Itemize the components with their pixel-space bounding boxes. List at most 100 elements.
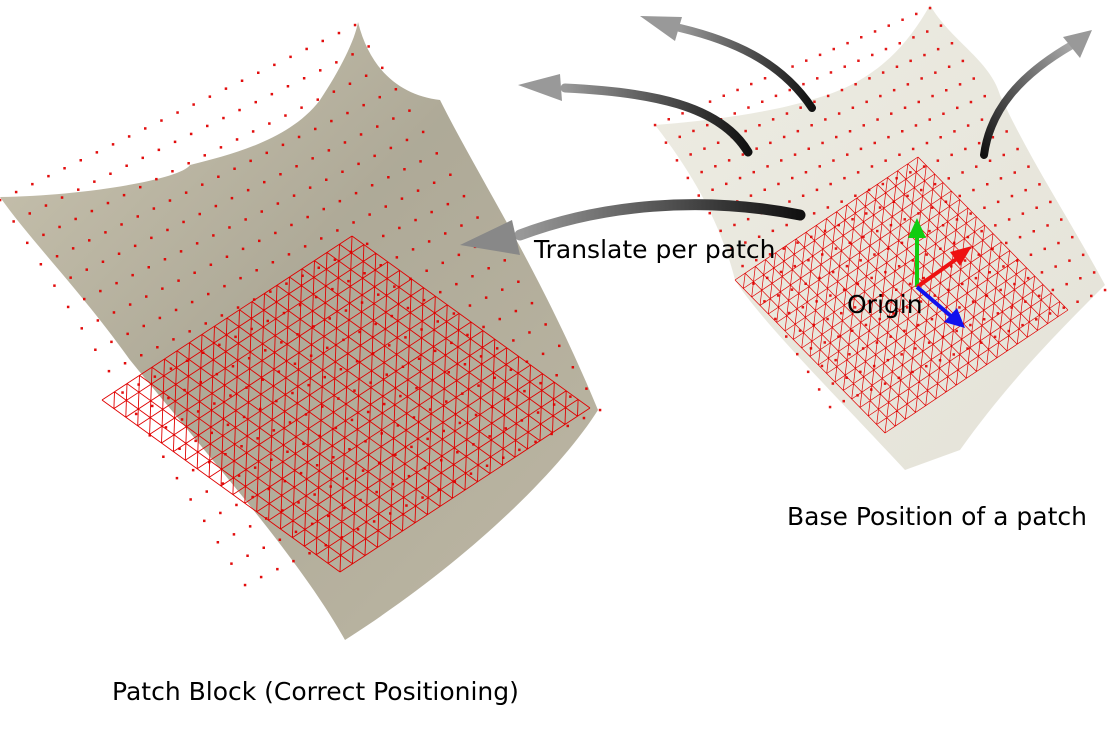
grid-point xyxy=(110,340,113,344)
grid-point xyxy=(856,171,860,174)
grid-point xyxy=(916,323,920,327)
grid-point xyxy=(796,241,799,244)
grid-point xyxy=(442,429,445,433)
grid-point xyxy=(898,153,901,156)
grid-point xyxy=(428,408,432,411)
grid-point xyxy=(890,112,893,115)
grid-point xyxy=(85,268,88,271)
grid-point xyxy=(183,388,186,392)
grid-point xyxy=(897,265,901,268)
grid-point xyxy=(324,544,327,547)
grid-point xyxy=(892,88,896,92)
grid-point xyxy=(1040,271,1044,274)
grid-point xyxy=(1060,218,1063,221)
grid-point xyxy=(395,256,399,259)
grid-point xyxy=(450,341,453,345)
grid-point xyxy=(286,450,289,453)
grid-point xyxy=(883,382,887,385)
grid-point xyxy=(1035,318,1038,321)
grid-point xyxy=(104,231,107,234)
grid-point xyxy=(351,53,354,56)
grid-point xyxy=(176,111,179,114)
grid-point xyxy=(503,259,506,262)
grid-point xyxy=(255,269,258,272)
grid-point xyxy=(203,519,206,523)
grid-point xyxy=(319,69,322,72)
grid-point xyxy=(774,94,778,98)
grid-point xyxy=(988,159,992,162)
grid-point xyxy=(766,276,769,280)
grid-point xyxy=(453,480,457,483)
grid-point xyxy=(878,206,882,209)
grid-point xyxy=(785,223,788,227)
grid-point xyxy=(598,408,602,412)
grid-point xyxy=(931,94,934,98)
grid-point xyxy=(746,217,750,221)
grid-point xyxy=(972,188,975,192)
grid-point xyxy=(1016,259,1019,262)
grid-point xyxy=(911,147,915,151)
grid-point xyxy=(1062,306,1065,309)
grid-point xyxy=(266,319,269,323)
grid-point xyxy=(286,85,290,88)
grid-point xyxy=(873,30,877,33)
grid-point xyxy=(550,432,553,436)
grid-point xyxy=(1024,188,1027,192)
grid-point xyxy=(928,229,931,233)
grid-point xyxy=(664,141,668,144)
grid-point xyxy=(250,327,253,331)
grid-point xyxy=(0,198,2,202)
grid-point xyxy=(966,235,970,239)
grid-point xyxy=(336,229,339,232)
grid-point xyxy=(421,496,424,499)
grid-point xyxy=(460,224,463,227)
grid-point xyxy=(365,242,369,246)
grid-point xyxy=(530,301,534,305)
grid-point xyxy=(818,165,821,168)
grid-point xyxy=(961,59,965,63)
grid-point xyxy=(272,429,276,432)
grid-point xyxy=(269,290,272,293)
grid-point xyxy=(323,375,326,379)
grid-point xyxy=(277,370,281,373)
grid-point xyxy=(55,255,59,258)
grid-point xyxy=(925,364,928,368)
grid-point xyxy=(840,200,843,203)
grid-point xyxy=(870,165,874,168)
grid-point xyxy=(316,98,319,101)
grid-point xyxy=(93,180,96,183)
grid-point xyxy=(980,229,983,233)
grid-point xyxy=(406,306,410,310)
grid-point xyxy=(788,200,791,203)
grid-point xyxy=(831,270,835,274)
grid-point xyxy=(834,247,838,250)
grid-point xyxy=(456,451,459,454)
grid-point xyxy=(919,300,923,303)
grid-point xyxy=(952,353,955,356)
grid-point xyxy=(1024,300,1027,303)
grid-point xyxy=(991,247,994,251)
grid-point xyxy=(1002,153,1005,157)
grid-point xyxy=(810,124,813,127)
grid-point xyxy=(201,183,204,186)
grid-point xyxy=(768,253,772,256)
grid-point xyxy=(166,228,169,232)
grid-point xyxy=(317,266,320,269)
grid-point xyxy=(686,176,690,180)
grid-point xyxy=(763,188,766,191)
grid-point xyxy=(892,312,895,315)
grid-point xyxy=(136,215,139,218)
grid-point xyxy=(358,330,361,334)
grid-point xyxy=(1026,276,1030,280)
grid-point xyxy=(881,71,885,74)
grid-point xyxy=(1005,130,1008,133)
grid-point xyxy=(859,147,863,151)
grid-point xyxy=(422,298,426,302)
grid-point xyxy=(134,412,138,416)
grid-point xyxy=(769,141,772,145)
grid-point xyxy=(425,269,428,272)
grid-point xyxy=(281,509,284,512)
grid-point xyxy=(788,88,791,92)
grid-point xyxy=(843,65,846,68)
grid-point xyxy=(914,124,918,127)
